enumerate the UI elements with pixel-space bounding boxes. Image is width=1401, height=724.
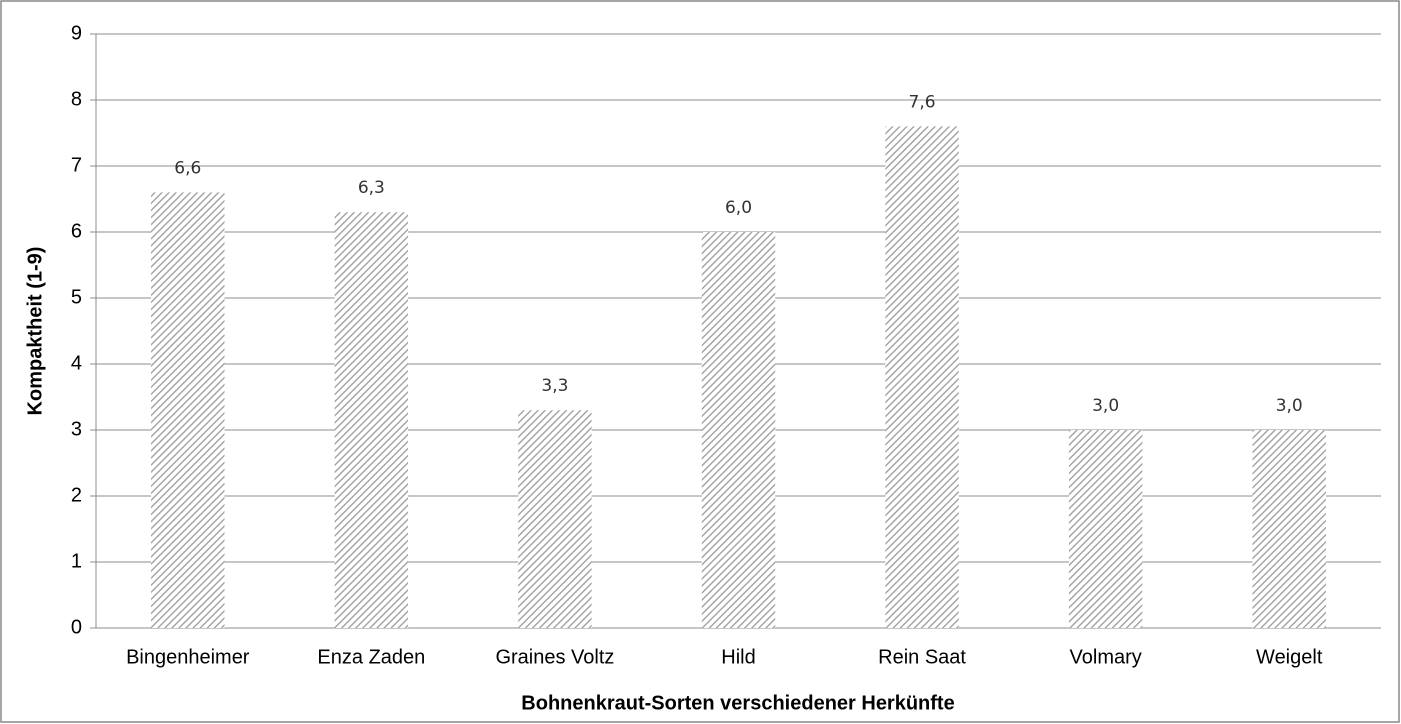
y-tick-label: 9 <box>71 22 82 44</box>
value-label: 3,3 <box>541 376 568 396</box>
y-tick-label: 4 <box>71 352 82 374</box>
y-axis-title: Kompaktheit (1-9) <box>24 247 46 416</box>
x-tick-label: Graines Voltz <box>495 646 614 668</box>
x-tick-label: Volmary <box>1070 646 1142 668</box>
x-axis-title: Bohnenkraut-Sorten verschiedener Herkünf… <box>521 692 954 714</box>
y-tick-label: 6 <box>71 220 82 242</box>
bar <box>334 212 409 628</box>
x-tick-label: Hild <box>721 646 755 668</box>
x-tick-label: Bingenheimer <box>126 646 250 668</box>
bar <box>701 232 776 628</box>
y-tick-label: 5 <box>71 286 82 308</box>
y-tick-label: 2 <box>71 484 82 506</box>
value-label: 6,3 <box>358 178 385 198</box>
x-tick-label: Weigelt <box>1256 646 1323 668</box>
y-tick-label: 1 <box>71 550 82 572</box>
bar <box>151 192 225 628</box>
value-label: 3,0 <box>1276 396 1303 416</box>
x-tick-label: Rein Saat <box>878 646 966 668</box>
value-label: 6,0 <box>725 198 752 218</box>
value-label: 3,0 <box>1092 396 1119 416</box>
y-tick-label: 0 <box>71 616 82 638</box>
bar <box>518 410 592 628</box>
bar <box>1252 430 1326 628</box>
value-label: 7,6 <box>909 92 936 112</box>
x-tick-label: Enza Zaden <box>317 646 425 668</box>
value-label: 6,6 <box>174 158 201 178</box>
y-tick-label: 8 <box>71 88 82 110</box>
y-tick-label: 3 <box>71 418 82 440</box>
y-tick-label: 7 <box>71 154 82 176</box>
bar <box>1068 430 1143 628</box>
bar <box>885 126 959 629</box>
